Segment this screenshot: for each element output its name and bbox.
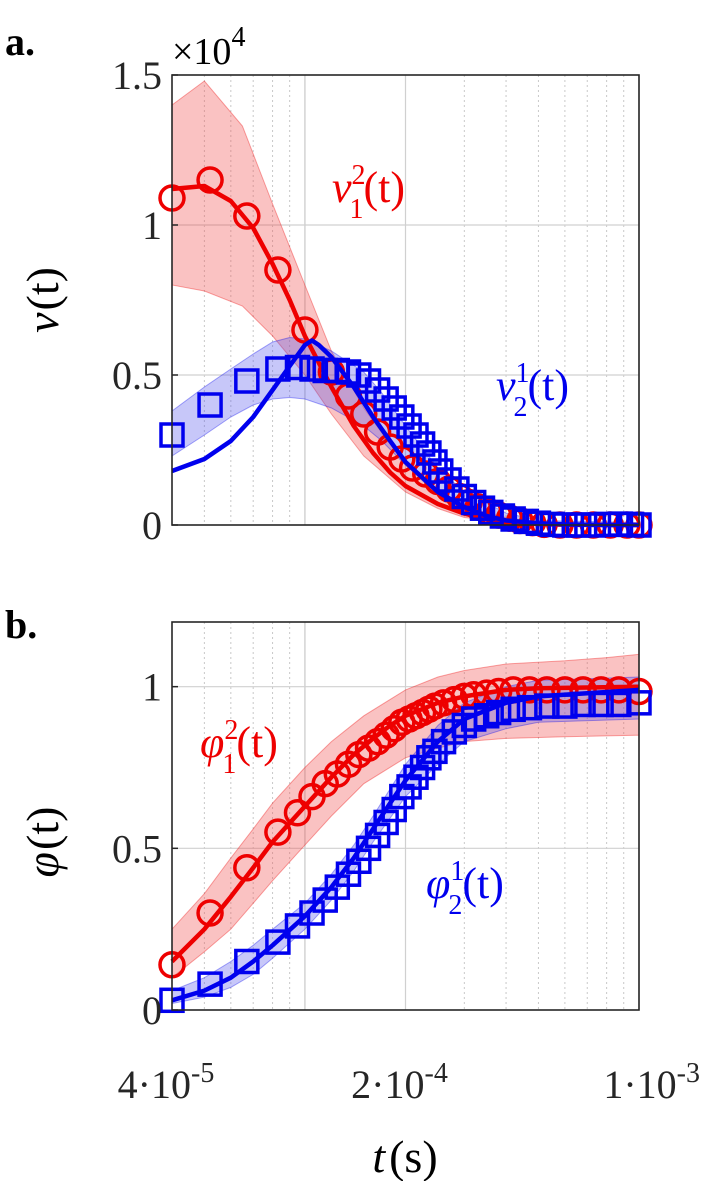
x-axis-label: t(s)	[372, 1131, 437, 1181]
data-point	[373, 386, 399, 412]
grid-a	[171, 75, 640, 525]
axes-box-a	[171, 74, 640, 526]
data-point	[525, 510, 552, 536]
legend-label-v21: v1 2(t)	[496, 358, 569, 423]
data-point	[381, 796, 407, 823]
x-tick-label: 1·10-3	[603, 1058, 700, 1107]
data-point	[436, 467, 462, 493]
data-point	[233, 853, 261, 882]
y-tick-label: 0.5	[112, 353, 162, 398]
data-point	[515, 676, 544, 704]
data-point	[283, 799, 312, 827]
data-point	[500, 696, 526, 723]
data-point	[380, 714, 408, 743]
data-point	[355, 368, 382, 394]
data-point	[233, 202, 261, 230]
data-point	[570, 691, 596, 718]
data-point	[299, 356, 325, 382]
y-tick-label: 1	[142, 203, 162, 248]
data-point	[500, 506, 526, 532]
data-point	[234, 368, 260, 394]
y-tick-label: 1	[142, 665, 162, 710]
panel-label-a: a.	[5, 19, 35, 64]
data-point	[606, 691, 632, 718]
data-point	[552, 693, 578, 719]
exponent-label: ×104	[172, 22, 245, 73]
data-point	[381, 395, 407, 421]
legend-label-phi21: φ1 2(t)	[426, 856, 504, 921]
data-point	[396, 413, 422, 439]
data-point	[427, 458, 454, 484]
y-axis-label-b: φ(t)	[17, 807, 68, 878]
y-ticks-b: 00.51	[112, 665, 178, 1033]
data-point	[234, 948, 260, 975]
data-point	[534, 693, 560, 719]
data-point	[444, 476, 470, 502]
x-ticks-b: 4·10-5 2·10-4 1·10-3	[118, 1058, 700, 1107]
data-point	[569, 676, 597, 704]
y-tick-label: 0	[142, 503, 162, 548]
data-point	[516, 694, 543, 721]
data-point	[403, 422, 429, 448]
data-point	[416, 745, 442, 771]
y-tick-label: 0.5	[112, 826, 162, 871]
data-point	[533, 676, 561, 704]
x-tick-label: 4·10-5	[118, 1058, 215, 1107]
data-point	[196, 166, 224, 194]
data-point	[389, 404, 415, 430]
data-point	[284, 913, 311, 939]
data-point	[265, 929, 291, 955]
data-point	[291, 316, 319, 344]
legend-label-v12: v2 1(t)	[332, 160, 405, 225]
data-point	[469, 495, 496, 521]
data-point	[364, 377, 391, 403]
y-axis-label-a: v(t)	[17, 267, 68, 333]
y-tick-label: 1.5	[112, 53, 162, 98]
data-point	[588, 691, 614, 718]
data-point	[551, 676, 579, 704]
y-tick-label: 0	[142, 988, 162, 1033]
marks-a	[158, 166, 653, 539]
legend-label-phi12: φ2 1(t)	[200, 715, 278, 780]
data-point	[284, 354, 311, 381]
data-point	[364, 822, 391, 849]
panel-a: a. ×104 v(t) 0 0.5 1 1.5 v2 1(t) v1 2(t)	[5, 19, 653, 548]
data-point	[460, 706, 487, 732]
data-point	[373, 809, 399, 836]
y-ticks-a: 0 0.5 1 1.5	[112, 53, 178, 548]
data-point	[196, 899, 224, 927]
x-tick-label: 2·10-4	[351, 1058, 448, 1107]
data-point	[264, 256, 292, 284]
data-point	[264, 818, 292, 846]
panel-label-b: b.	[5, 602, 37, 647]
data-point	[422, 449, 448, 475]
data-point	[485, 699, 512, 726]
panel-b: b. φ(t) 00.51 4·10-5 2·10-4 1·10-3 φ2 1(t) …	[5, 602, 700, 1181]
data-point	[265, 356, 291, 382]
data-point	[355, 835, 382, 862]
data-point	[197, 392, 223, 418]
data-point	[197, 971, 223, 997]
fit-line-1	[171, 338, 639, 528]
data-point	[299, 900, 325, 926]
axes-box-b	[171, 621, 640, 1011]
